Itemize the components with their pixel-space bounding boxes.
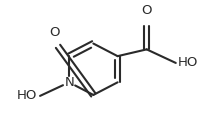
Text: O: O <box>141 4 152 17</box>
Text: N: N <box>64 76 74 89</box>
Text: HO: HO <box>178 56 198 69</box>
Text: HO: HO <box>17 89 37 102</box>
Text: O: O <box>49 26 60 39</box>
